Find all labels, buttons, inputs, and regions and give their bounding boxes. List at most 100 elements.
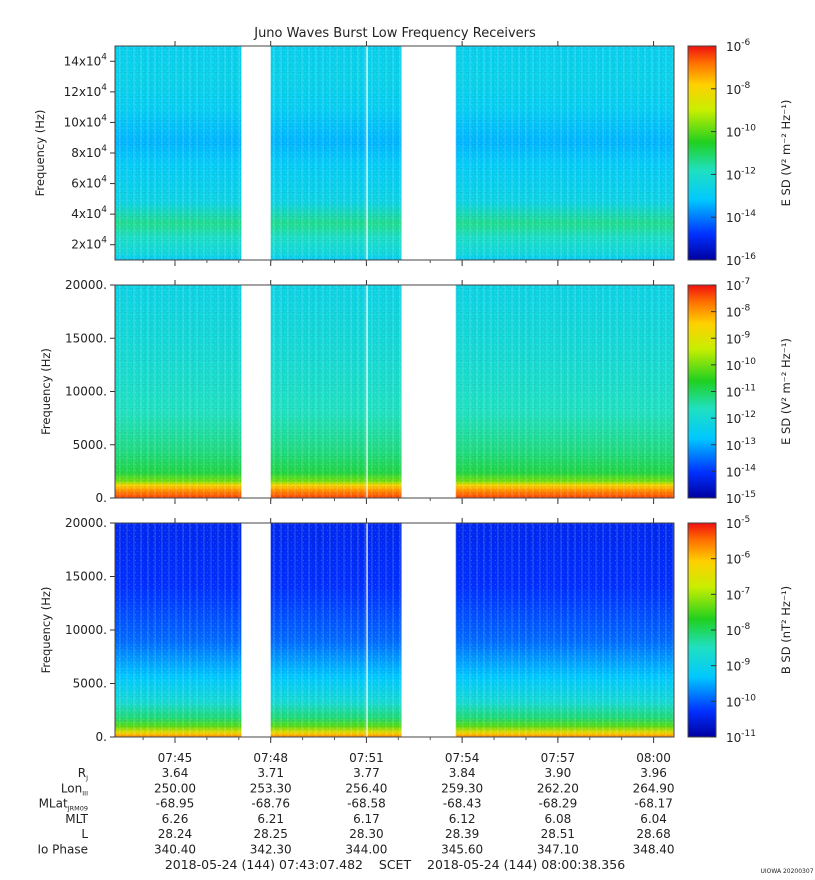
spectrogram-panel-3: 0. 5000. 10000. 15000. 20000. Frequency (Hz) 1…	[39, 515, 793, 745]
ephemeris-value: 3.64	[162, 766, 189, 780]
colorbar-tick-label: 10-13	[726, 437, 756, 453]
ephemeris-value: 347.10	[537, 843, 579, 857]
ephemeris-value: -68.58	[347, 797, 386, 811]
ephemeris-value: 3.90	[545, 766, 572, 780]
ephemeris-value: 344.00	[345, 843, 387, 857]
colorbar-tick-label: 10-7	[726, 586, 750, 602]
x-tick-label: 07:54	[445, 751, 480, 765]
ephemeris-value: -68.17	[634, 797, 673, 811]
colorbar-tick-label: 10-6	[726, 38, 751, 54]
ephemeris-value: 3.84	[449, 766, 476, 780]
y-tick-label: 6x104	[71, 175, 107, 191]
colorbar-tick-label: 10-16	[726, 252, 756, 268]
segment-noise	[367, 523, 402, 737]
y-axis-label: Frequency (Hz)	[33, 110, 47, 197]
colorbar-tick-label: 10-8	[726, 622, 751, 638]
spectrogram-panel-2: 0. 5000. 10000. 15000. 20000. Frequency (Hz) 1…	[39, 277, 793, 506]
ephemeris-value: -68.76	[251, 797, 290, 811]
segment-noise	[270, 285, 367, 498]
ephemeris-value: 28.68	[636, 827, 670, 841]
ephemeris-value: 28.24	[158, 827, 192, 841]
colorbar-tick-label: 10-10	[726, 693, 756, 709]
y-tick-label: 15000.	[65, 331, 107, 345]
ephemeris-value: -68.43	[443, 797, 482, 811]
ephemeris-value: -68.95	[156, 797, 195, 811]
y-tick-label: 10000.	[65, 385, 107, 399]
y-tick-label: 5000.	[73, 438, 107, 452]
ephemeris-value: 340.40	[154, 843, 196, 857]
ephemeris-row-label: MLatJRM09	[39, 797, 88, 813]
segment-noise	[455, 523, 674, 737]
colorbar-label: B SD (nT² Hz⁻¹)	[779, 586, 793, 674]
colorbar-tick-label: 10-5	[726, 515, 750, 531]
segment-noise	[270, 46, 367, 260]
segment-noise	[115, 285, 242, 498]
ephemeris-value: 28.25	[254, 827, 288, 841]
y-tick-label: 15000.	[65, 570, 107, 584]
colorbar-tick-label: 10-8	[726, 304, 751, 320]
ephemeris-table: 07:45 07:48 07:51 07:54 07:57 08:00 RJ 3.64 3.71…	[37, 751, 674, 857]
x-tick-label: 07:57	[541, 751, 576, 765]
colorbar-tick-label: 10-11	[726, 384, 756, 400]
ephemeris-value: 262.20	[537, 781, 579, 795]
ephemeris-value: 6.04	[640, 812, 667, 826]
x-tick-label: 08:00	[636, 751, 671, 765]
y-tick-label: 14x104	[64, 52, 108, 68]
y-tick-label: 5000.	[73, 677, 107, 691]
colorbar-tick-label: 10-11	[726, 729, 756, 745]
x-tick-label: 07:48	[253, 751, 288, 765]
colorbar-label: E SD (V² m⁻² Hz⁻¹)	[779, 338, 793, 445]
colorbar-tick-label: 10-6	[726, 551, 751, 567]
segment-noise	[367, 46, 402, 260]
ephemeris-value: 256.40	[345, 781, 387, 795]
segment-noise	[455, 46, 674, 260]
colorbar-tick-label: 10-10	[726, 357, 756, 373]
ephemeris-value: 259.30	[441, 781, 483, 795]
ephemeris-value: 253.30	[250, 781, 292, 795]
colorbar-tick-label: 10-9	[726, 330, 751, 346]
colorbar-tick-label: 10-12	[726, 166, 756, 182]
ephemeris-value: 6.21	[257, 812, 284, 826]
y-axis-label: Frequency (Hz)	[39, 348, 53, 435]
y-tick-label: 0.	[96, 730, 107, 744]
y-axis-label: Frequency (Hz)	[39, 587, 53, 674]
segment-noise	[115, 46, 242, 260]
segment-noise	[270, 523, 367, 737]
ephemeris-value: 28.51	[541, 827, 575, 841]
ephemeris-value: 345.60	[441, 843, 483, 857]
chart-title: Juno Waves Burst Low Frequency Receivers	[253, 26, 536, 41]
ephemeris-value: 264.90	[633, 781, 675, 795]
y-tick-label: 8x104	[71, 144, 107, 160]
ephemeris-row-label: LonIII	[61, 781, 88, 797]
ephemeris-value: 3.96	[640, 766, 667, 780]
ephemeris-value: 6.26	[162, 812, 189, 826]
colorbar-tick-label: 10-15	[726, 490, 756, 506]
segment-noise	[367, 285, 402, 498]
x-tick-label: 07:51	[349, 751, 384, 765]
ephemeris-row-label: Io Phase	[37, 843, 88, 857]
ephemeris-value: 3.71	[257, 766, 284, 780]
spectrogram-panel-1: 2x104 4x104 6x104 8x104 10x104 12x104 14x104 Fr…	[33, 38, 793, 268]
ephemeris-row-label: RJ	[78, 766, 88, 782]
colorbar-label: E SD (V² m⁻² Hz⁻¹)	[779, 100, 793, 207]
colorbar	[687, 45, 717, 261]
colorbar-tick-label: 10-12	[726, 410, 756, 426]
y-tick-label: 10x104	[64, 113, 108, 129]
colorbar-tick-label: 10-14	[726, 209, 756, 225]
ephemeris-value: 3.77	[353, 766, 380, 780]
ephemeris-value: 342.30	[250, 843, 292, 857]
y-tick-label: 12x104	[64, 83, 108, 99]
ephemeris-row-label: MLT	[65, 812, 88, 826]
y-tick-label: 20000.	[65, 278, 107, 292]
ephemeris-row-label: L	[81, 827, 88, 841]
colorbar-tick-label: 10-14	[726, 463, 756, 479]
ephemeris-value: 6.08	[545, 812, 572, 826]
y-tick-label: 2x104	[71, 236, 107, 252]
colorbar-tick-label: 10-9	[726, 658, 751, 674]
y-tick-label: 4x104	[71, 205, 107, 221]
y-tick-label: 0.	[96, 491, 107, 505]
y-tick-label: 20000.	[65, 516, 107, 530]
processing-stamp: UIOWA 20200307	[760, 868, 813, 875]
ephemeris-value: 28.39	[445, 827, 479, 841]
